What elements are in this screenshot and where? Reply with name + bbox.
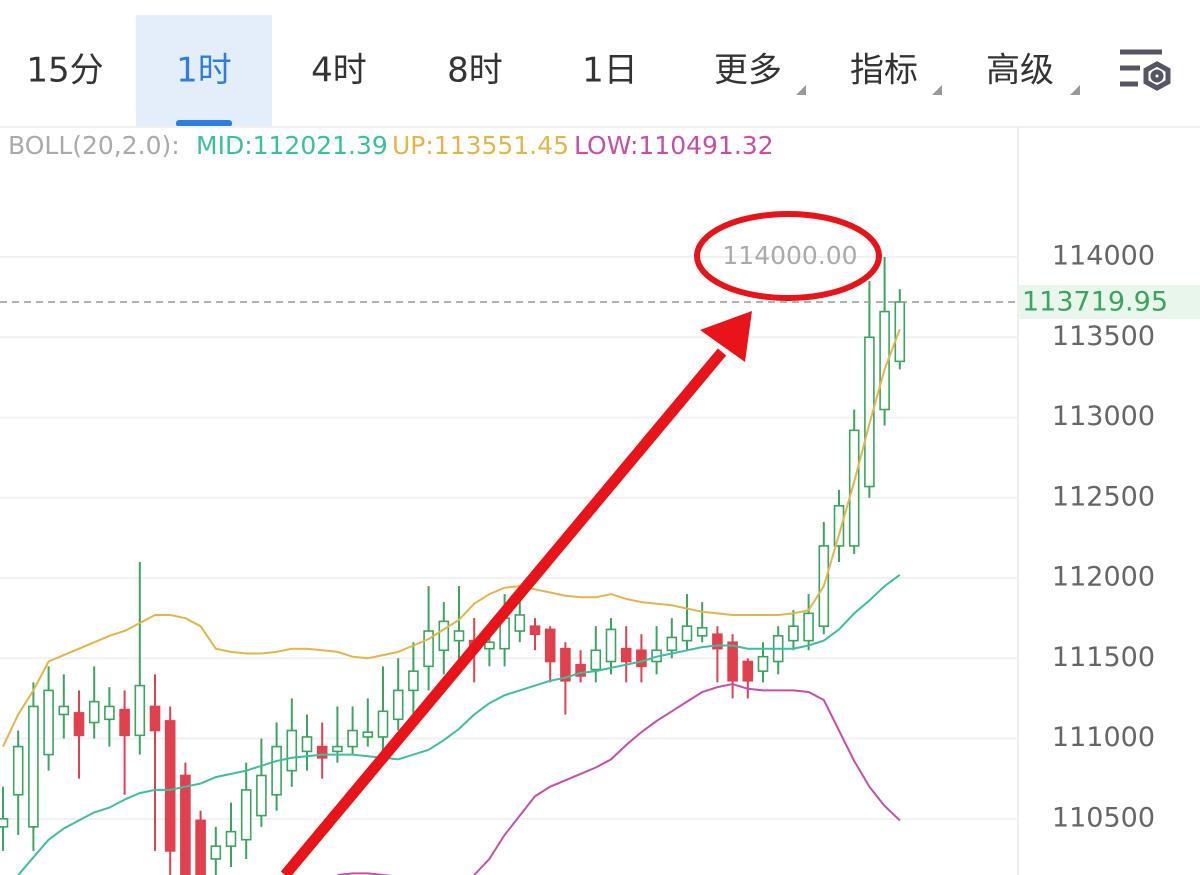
candle-body bbox=[742, 660, 754, 682]
boll-line bbox=[2, 328, 901, 748]
y-tick-label: 112500 bbox=[1052, 481, 1155, 512]
dropdown-marker bbox=[932, 85, 942, 95]
candle-body bbox=[453, 630, 465, 642]
candle-body bbox=[696, 627, 708, 637]
candle-body bbox=[590, 649, 602, 671]
tab[interactable]: 1时 bbox=[176, 51, 232, 91]
candle-body bbox=[864, 336, 875, 488]
candle-body bbox=[514, 614, 526, 632]
candle-body bbox=[180, 774, 191, 875]
candle-body bbox=[712, 633, 723, 650]
candle-body bbox=[575, 663, 586, 677]
indicator-label: BOLL(20,2.0): bbox=[8, 131, 180, 160]
legend-entry: MID:112021.39 bbox=[196, 131, 388, 160]
y-tick-label: 114000 bbox=[1052, 241, 1155, 272]
candle-body bbox=[58, 705, 70, 716]
candle-body bbox=[134, 684, 146, 737]
candle-body bbox=[73, 712, 85, 737]
settings-icon[interactable] bbox=[1120, 49, 1171, 91]
tab[interactable]: 更多 bbox=[714, 51, 782, 91]
candle-body bbox=[620, 647, 632, 663]
last-price-box bbox=[1018, 284, 1200, 319]
red-circle bbox=[694, 211, 882, 301]
candle-body bbox=[560, 647, 571, 682]
candle-body bbox=[636, 649, 647, 668]
last-price-label: 113719.95 bbox=[1022, 286, 1168, 317]
candle-body bbox=[879, 310, 890, 411]
boll-line bbox=[337, 682, 901, 875]
candle-body bbox=[286, 729, 298, 772]
candle-body bbox=[408, 670, 419, 692]
candle-body bbox=[438, 620, 450, 652]
dropdown-marker bbox=[1070, 85, 1080, 95]
boll-line bbox=[17, 573, 901, 875]
tab[interactable]: 1日 bbox=[582, 51, 638, 91]
tab[interactable]: 高级 bbox=[986, 51, 1054, 91]
tab[interactable]: 15分 bbox=[26, 51, 103, 91]
y-tick-label: 113000 bbox=[1052, 401, 1155, 432]
candle-body bbox=[12, 745, 24, 796]
candle-body bbox=[332, 745, 343, 753]
candle-body bbox=[28, 705, 39, 828]
active-tab-indicator bbox=[176, 120, 232, 127]
tab[interactable]: 8时 bbox=[447, 51, 503, 91]
candle-body bbox=[788, 625, 799, 642]
candle-body bbox=[256, 774, 267, 817]
candle-body bbox=[104, 705, 115, 721]
candle-body bbox=[833, 505, 845, 547]
candle-body bbox=[88, 700, 100, 724]
candle-body bbox=[210, 845, 222, 860]
candle-body bbox=[195, 819, 206, 875]
candle-body bbox=[848, 429, 860, 547]
candle-body bbox=[164, 720, 176, 852]
candle-body bbox=[225, 830, 237, 847]
tab[interactable]: 4时 bbox=[311, 51, 367, 91]
candle-body bbox=[347, 729, 358, 748]
candle-body bbox=[757, 655, 769, 672]
candle-body bbox=[301, 736, 313, 753]
legend-entry: LOW:110491.32 bbox=[574, 131, 774, 160]
y-tick-label: 112000 bbox=[1052, 562, 1155, 593]
candle-body bbox=[803, 612, 814, 642]
red-arrow-shaft bbox=[280, 348, 727, 875]
candle-body bbox=[362, 731, 374, 738]
candle-body bbox=[392, 689, 404, 721]
y-tick-label: 113500 bbox=[1052, 321, 1155, 352]
candle-body bbox=[43, 689, 54, 756]
candle-body bbox=[240, 789, 252, 841]
active-tab-bg bbox=[136, 15, 272, 127]
candle-body bbox=[529, 625, 541, 636]
y-tick-label: 111000 bbox=[1052, 722, 1155, 753]
candle-body bbox=[666, 636, 678, 652]
candle-body bbox=[423, 630, 434, 668]
candle-body bbox=[377, 710, 389, 738]
dropdown-marker bbox=[796, 85, 806, 95]
tab[interactable]: 指标 bbox=[850, 51, 918, 91]
y-tick-label: 111500 bbox=[1052, 642, 1155, 673]
candle-body bbox=[727, 641, 738, 682]
candle-body bbox=[544, 628, 556, 663]
red-arrow-head bbox=[700, 311, 752, 362]
candle-body bbox=[149, 705, 161, 732]
candle-body bbox=[484, 641, 495, 650]
legend-entry: UP:113551.45 bbox=[392, 131, 569, 160]
overlay: 113719.95 114000.00 bbox=[0, 211, 1200, 875]
candle-body bbox=[605, 628, 617, 663]
candle-body bbox=[271, 745, 282, 796]
candle-body bbox=[681, 625, 693, 642]
candle-body bbox=[0, 818, 9, 828]
grid: 110500 111000 111500 112000 112500 113000 1135… bbox=[0, 241, 1155, 833]
candle-body bbox=[119, 708, 130, 737]
tab-bar: 15分 1时 4时 8时 1日 更多 指标 高级 bbox=[26, 51, 1054, 91]
plot-area bbox=[0, 257, 906, 875]
high-annotation: 114000.00 bbox=[722, 241, 857, 270]
y-tick-label: 110500 bbox=[1052, 802, 1155, 833]
candle-body bbox=[316, 745, 328, 759]
